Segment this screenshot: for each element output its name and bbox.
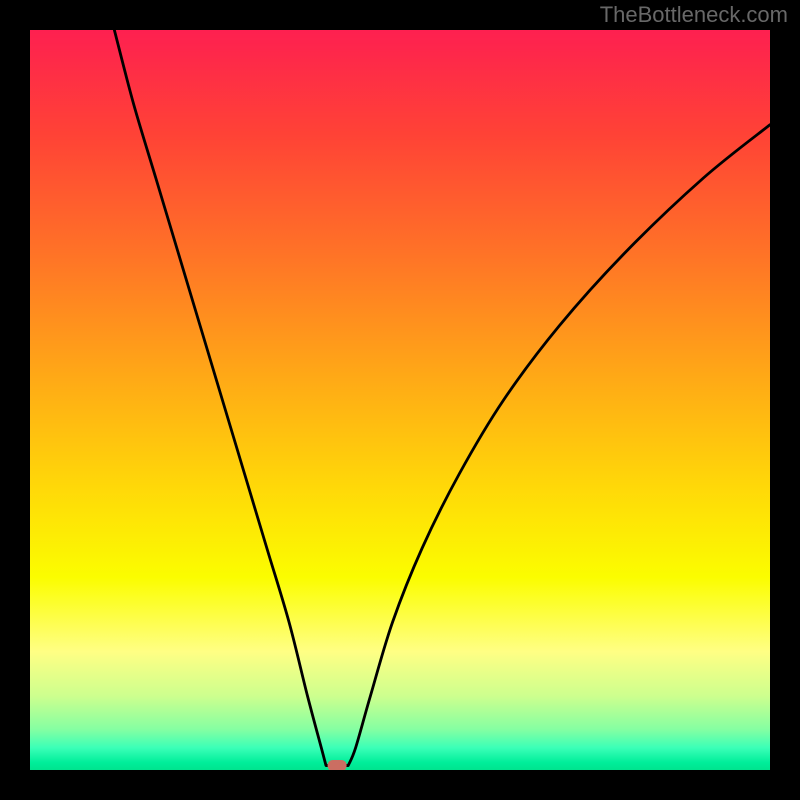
bottleneck-chart: [30, 30, 770, 770]
chart-container: [30, 30, 770, 770]
watermark-text: TheBottleneck.com: [600, 2, 788, 28]
optimum-marker: [328, 760, 347, 770]
chart-background: [30, 30, 770, 770]
